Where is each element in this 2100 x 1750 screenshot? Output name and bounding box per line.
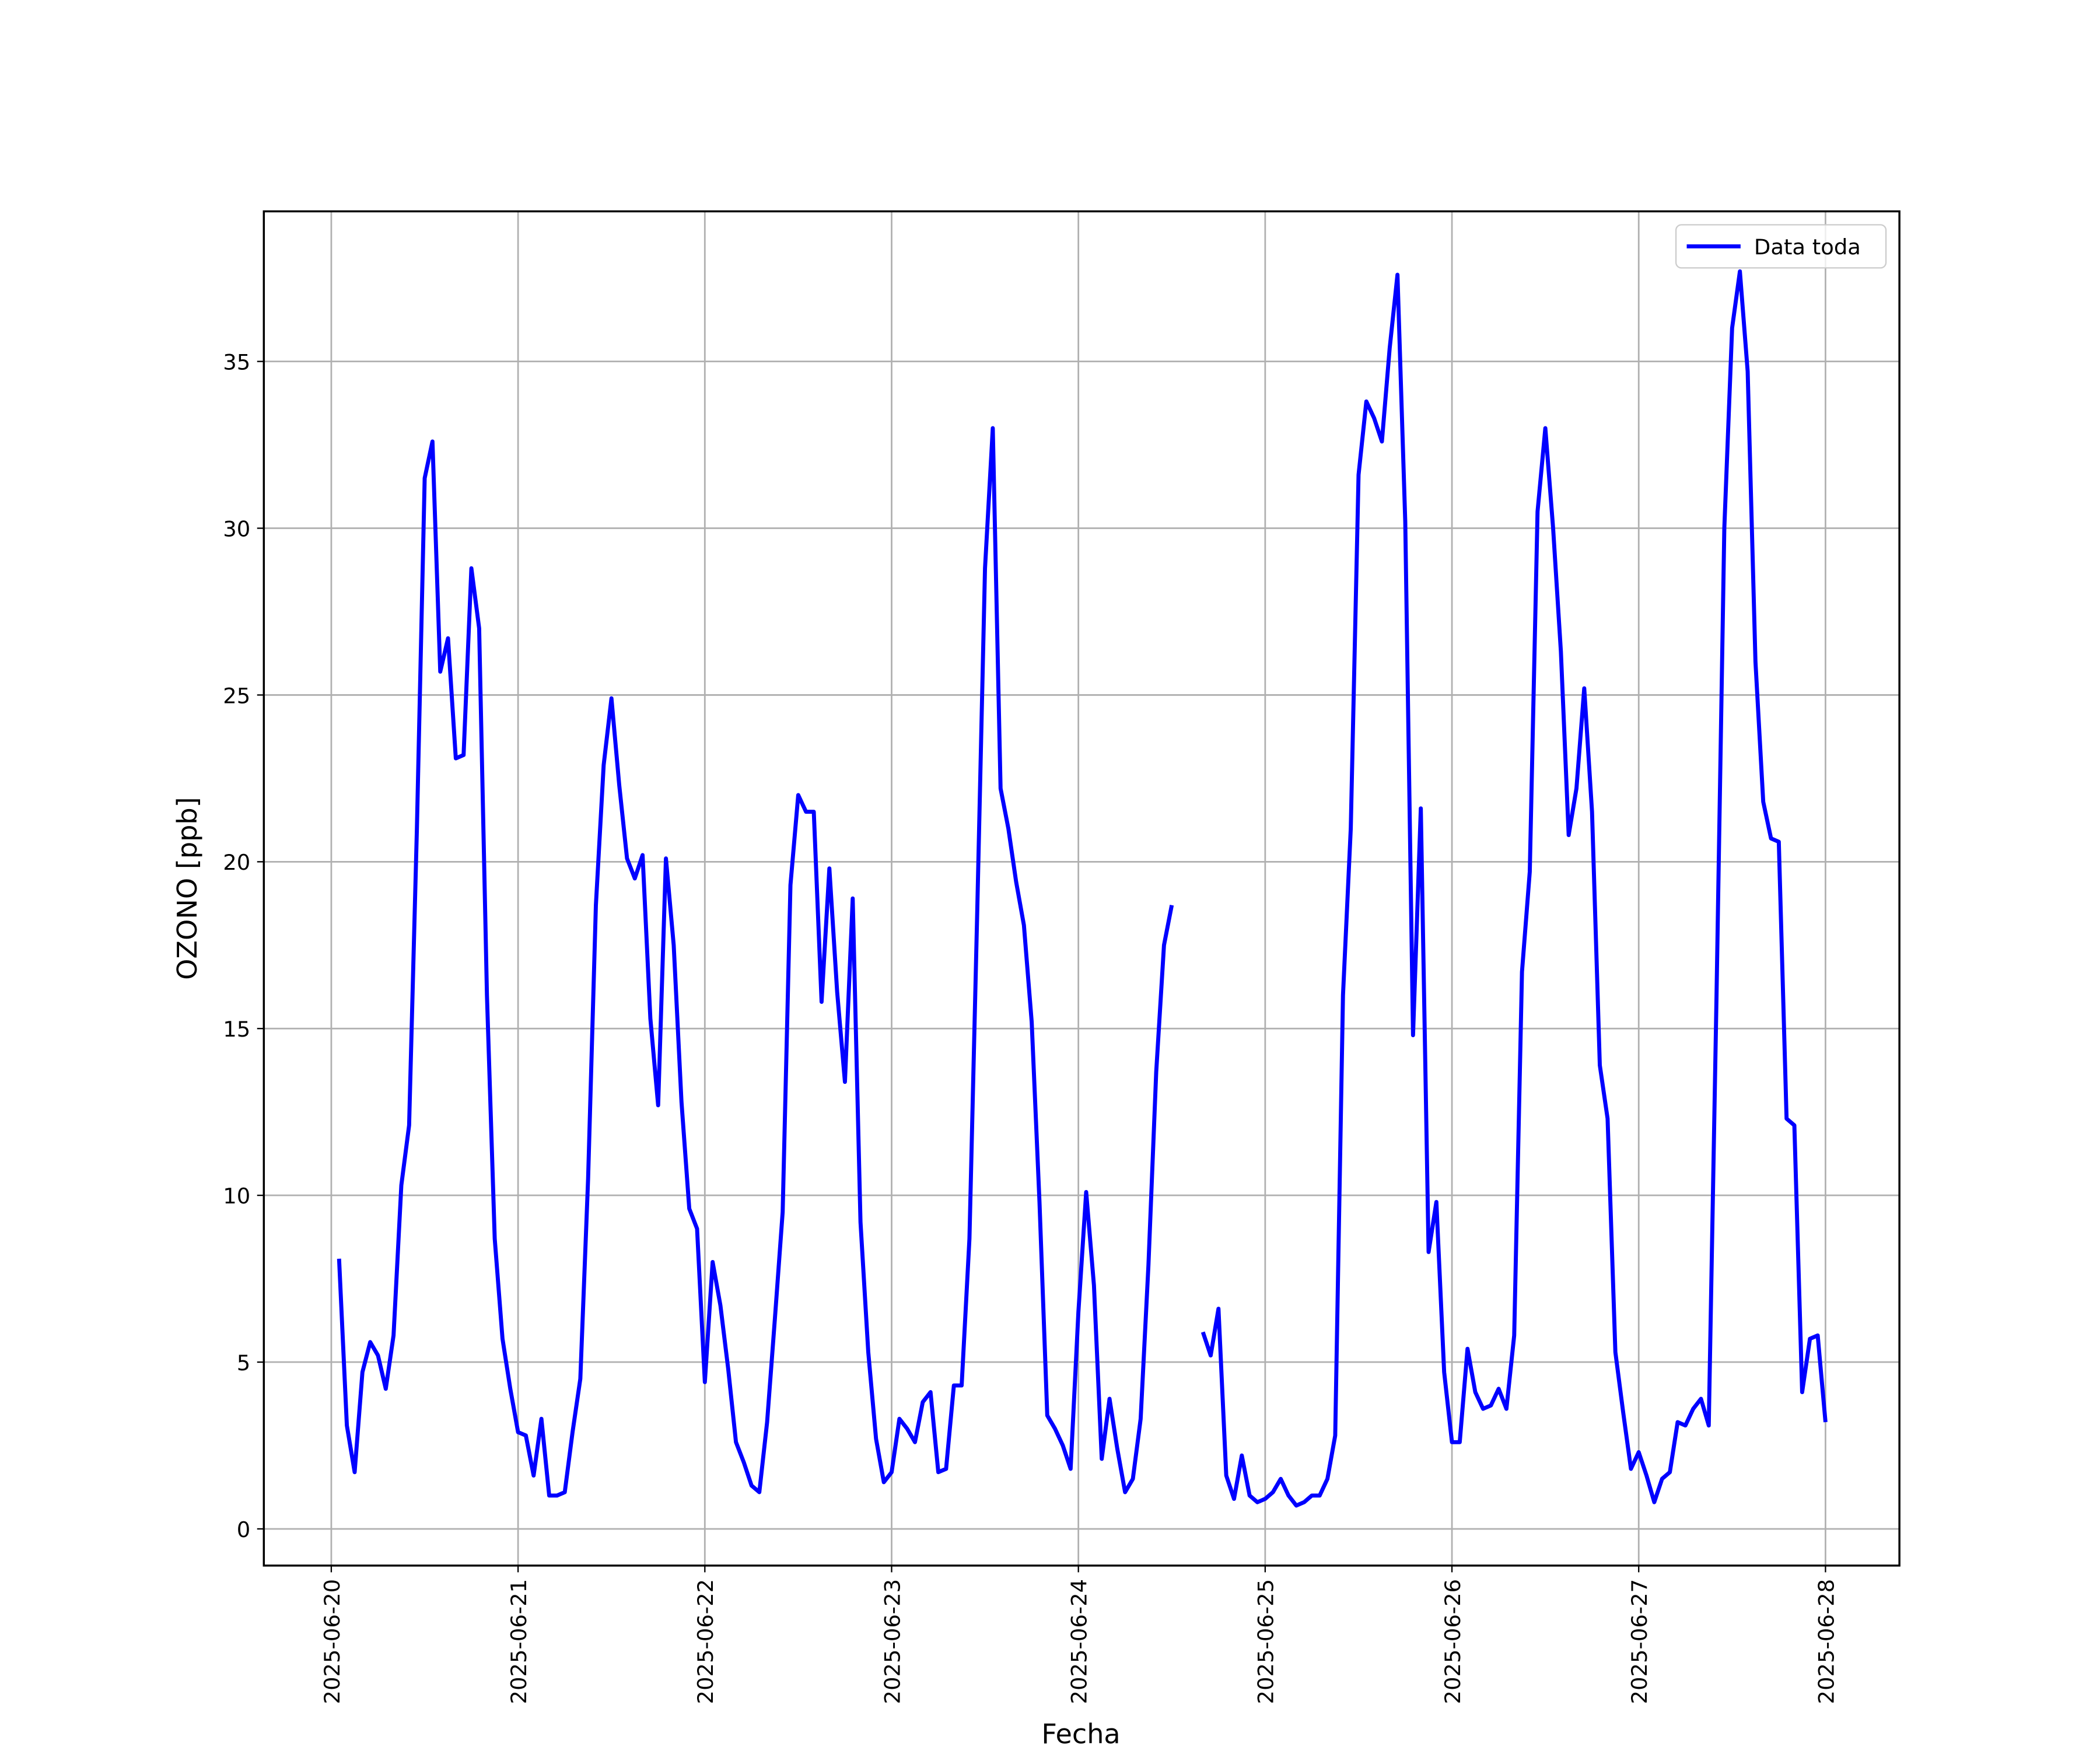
x-tick-label: 2025-06-22 xyxy=(693,1579,718,1704)
plot-frame xyxy=(262,210,1901,1567)
x-tick-label: 2025-06-24 xyxy=(1067,1579,1092,1704)
x-tick-label: 2025-06-23 xyxy=(880,1579,905,1704)
legend-label: Data toda xyxy=(1754,235,1861,260)
y-tick-label: 25 xyxy=(223,683,250,708)
x-tick-label: 2025-06-27 xyxy=(1627,1579,1652,1704)
x-tick-label: 2025-06-20 xyxy=(320,1579,345,1704)
x-tick-label: 2025-06-21 xyxy=(506,1579,531,1704)
y-tick-label: 15 xyxy=(223,1017,250,1042)
y-tick-label: 20 xyxy=(223,850,250,875)
y-tick-label: 35 xyxy=(223,349,250,374)
x-tick-label: 2025-06-28 xyxy=(1814,1579,1839,1704)
y-tick-label: 30 xyxy=(223,516,250,541)
line xyxy=(337,269,1828,1508)
x-tick-label: 2025-06-25 xyxy=(1254,1579,1279,1704)
x-axis-label: Fecha xyxy=(1041,1718,1120,1749)
y-tick-label: 0 xyxy=(237,1517,250,1542)
y-axis-label: OZONO [ppb] xyxy=(172,797,203,980)
x-tick-label: 2025-06-26 xyxy=(1440,1579,1465,1704)
y-tick-label: 10 xyxy=(223,1184,250,1209)
legend-box xyxy=(1675,224,1887,269)
y-tick-label: 5 xyxy=(237,1350,250,1376)
